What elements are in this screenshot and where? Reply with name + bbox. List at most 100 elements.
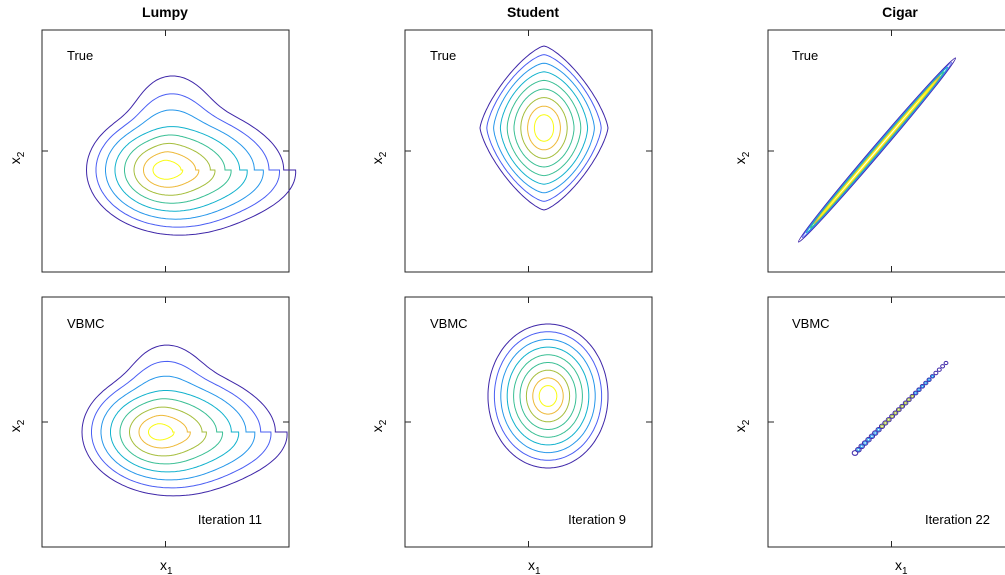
row-label-true-c1: True <box>67 48 93 63</box>
title-student: Student <box>507 4 559 20</box>
contour-blob <box>892 410 899 416</box>
iteration-label-c2: Iteration 9 <box>568 512 626 527</box>
contour-blob-inner <box>920 384 925 388</box>
contour-line <box>506 346 590 446</box>
ylabel-r2c1: x2 <box>7 419 27 432</box>
contour-blob <box>861 440 869 446</box>
svg-text:x2: x2 <box>7 419 27 432</box>
contour-blob-inner <box>886 418 891 422</box>
contour-blob <box>943 360 949 366</box>
contour-line <box>91 360 272 489</box>
axes-box <box>41 296 290 548</box>
contour-line <box>506 79 582 177</box>
contour-line <box>538 385 558 407</box>
contour-blob-inner <box>900 404 904 408</box>
contour-line <box>813 75 941 225</box>
contour-line <box>500 338 596 454</box>
contour-blob <box>933 370 939 376</box>
svg-text:x2: x2 <box>732 151 752 164</box>
contour-line <box>493 331 603 461</box>
contour-blob-inner <box>924 381 928 385</box>
contour-blob-inner <box>917 388 921 392</box>
contour-line <box>801 61 953 239</box>
contour-blob-inner <box>866 438 871 442</box>
xlabel-col2: x1 <box>528 557 541 575</box>
contour-blob-inner <box>869 434 874 438</box>
contour-blob <box>909 393 916 399</box>
contour-blob <box>913 390 919 396</box>
lumpy-vbmc-axes <box>41 296 290 548</box>
ylabel-r1c1: x2 <box>7 151 27 164</box>
contour-blob-inner <box>903 401 908 405</box>
contour-blob <box>940 364 946 369</box>
contour-line <box>817 80 937 220</box>
iteration-label-c1: Iteration 11 <box>198 512 262 527</box>
contour-blob <box>899 403 906 409</box>
contour-line <box>100 375 256 481</box>
contour-blob-inner <box>927 378 931 382</box>
contour-blob <box>875 427 882 433</box>
cigar-vbmc-contours <box>851 360 949 456</box>
ylabel-r1c3: x2 <box>732 151 752 164</box>
contour-line <box>105 109 264 220</box>
contour-blob <box>868 433 876 440</box>
contour-line <box>119 398 224 465</box>
contour-blob <box>882 420 889 426</box>
contour-blob-inner <box>876 428 881 432</box>
contour-blob <box>919 383 926 389</box>
student-true-axes <box>404 29 653 273</box>
contour-blob <box>916 387 922 393</box>
contour-blob <box>885 417 892 423</box>
contour-line <box>513 354 583 438</box>
cigar-vbmc-axes <box>767 296 1005 548</box>
ylabel-r2c3: x2 <box>732 419 752 432</box>
title-lumpy: Lumpy <box>142 4 188 20</box>
iteration-label-c3: Iteration 22 <box>925 512 990 527</box>
contour-blob <box>865 436 872 443</box>
lumpy-true-axes <box>41 29 290 273</box>
contour-blob-inner <box>859 444 864 449</box>
student-vbmc-axes <box>404 296 653 548</box>
contour-blob-inner <box>883 421 888 425</box>
cigar-true-axes <box>767 29 1005 273</box>
row-label-vbmc-c3: VBMC <box>792 316 830 331</box>
contour-blob-inner <box>907 398 911 402</box>
svg-text:x1: x1 <box>528 557 541 575</box>
contour-blob-inner <box>896 408 901 412</box>
row-label-vbmc-c2: VBMC <box>430 316 468 331</box>
svg-text:x2: x2 <box>732 419 752 432</box>
contour-line <box>85 75 297 236</box>
contour-line <box>124 134 232 204</box>
contour-blob <box>889 413 896 419</box>
contour-blob-inner <box>863 441 868 445</box>
contour-blob-inner <box>930 374 935 378</box>
row-label-vbmc-c1: VBMC <box>67 316 105 331</box>
contour-line <box>129 406 207 457</box>
ylabel-r2c2: x2 <box>369 419 389 432</box>
contour-line <box>525 369 571 423</box>
contour-blob <box>926 377 932 382</box>
contour-line <box>81 344 288 497</box>
contour-line <box>486 54 602 202</box>
contour-blob <box>929 374 936 379</box>
contour-line <box>527 105 561 151</box>
axes-box <box>404 296 653 548</box>
panels <box>41 29 1005 548</box>
axes-box <box>404 29 653 273</box>
student-true-contours <box>479 45 609 211</box>
svg-text:x2: x2 <box>369 151 389 164</box>
contour-line <box>110 390 240 473</box>
contour-line <box>114 126 248 212</box>
contour-line <box>138 414 191 449</box>
lumpy-vbmc-contours <box>81 344 288 497</box>
row-label-true-c3: True <box>792 48 818 63</box>
contour-line <box>797 57 957 243</box>
ylabel-r1c2: x2 <box>369 151 389 164</box>
svg-text:x2: x2 <box>7 151 27 164</box>
contour-line <box>805 66 949 234</box>
contour-line <box>520 97 568 159</box>
contour-blob <box>895 407 902 413</box>
contour-line <box>499 71 589 185</box>
contour-line <box>487 323 609 469</box>
axes-box <box>41 29 290 273</box>
